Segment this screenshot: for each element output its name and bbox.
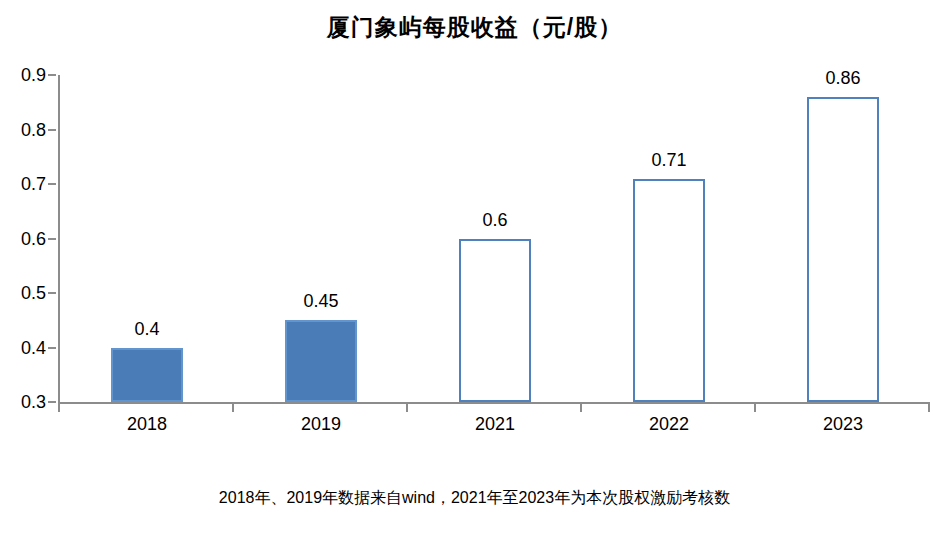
chart-title: 厦门象屿每股收益（元/股） bbox=[0, 12, 949, 43]
bar-value-label: 0.4 bbox=[60, 319, 234, 340]
x-axis-category-label: 2022 bbox=[582, 414, 756, 435]
x-axis-tick-mark bbox=[928, 404, 930, 412]
source-note: 2018年、2019年数据来自wind，2021年至2023年为本次股权激励考核… bbox=[0, 488, 949, 509]
bar-value-label: 0.6 bbox=[408, 210, 582, 231]
bar-value-label: 0.86 bbox=[756, 68, 930, 89]
x-axis-category-label: 2018 bbox=[60, 414, 234, 435]
category-group: 0.452019 bbox=[234, 75, 408, 402]
y-axis-tick-label: 0.9 bbox=[21, 65, 46, 86]
category-group: 0.42018 bbox=[60, 75, 234, 402]
y-axis-tick-mark bbox=[48, 347, 56, 349]
bar-value-label: 0.45 bbox=[234, 291, 408, 312]
y-axis-tick-mark bbox=[48, 238, 56, 240]
x-axis-tick-mark bbox=[58, 404, 60, 412]
y-axis-tick-label: 0.7 bbox=[21, 174, 46, 195]
x-axis-tick-mark bbox=[580, 404, 582, 412]
category-group: 0.712022 bbox=[582, 75, 756, 402]
bar-value-label: 0.71 bbox=[582, 150, 756, 171]
y-axis-tick-label: 0.5 bbox=[21, 283, 46, 304]
y-axis-tick-mark bbox=[48, 401, 56, 403]
category-group: 0.862023 bbox=[756, 75, 930, 402]
y-axis-tick-label: 0.3 bbox=[21, 392, 46, 413]
category-group: 0.62021 bbox=[408, 75, 582, 402]
x-axis-tick-mark bbox=[754, 404, 756, 412]
bar-2018 bbox=[111, 348, 183, 403]
x-axis-tick-mark bbox=[406, 404, 408, 412]
bar-2022 bbox=[633, 179, 705, 402]
y-axis-tick-label: 0.6 bbox=[21, 228, 46, 249]
y-axis-tick-mark bbox=[48, 129, 56, 131]
plot-area: 0.90.80.70.60.50.40.30.420180.4520190.62… bbox=[58, 75, 930, 404]
bar-2021 bbox=[459, 239, 531, 403]
x-axis-category-label: 2021 bbox=[408, 414, 582, 435]
y-axis-tick-mark bbox=[48, 74, 56, 76]
x-axis-category-label: 2023 bbox=[756, 414, 930, 435]
x-axis-tick-mark bbox=[232, 404, 234, 412]
y-axis-tick-label: 0.8 bbox=[21, 119, 46, 140]
y-axis-tick-mark bbox=[48, 183, 56, 185]
bar-2023 bbox=[807, 97, 879, 402]
y-axis-tick-label: 0.4 bbox=[21, 337, 46, 358]
y-axis-tick-mark bbox=[48, 292, 56, 294]
x-axis-category-label: 2019 bbox=[234, 414, 408, 435]
bar-2019 bbox=[285, 320, 357, 402]
